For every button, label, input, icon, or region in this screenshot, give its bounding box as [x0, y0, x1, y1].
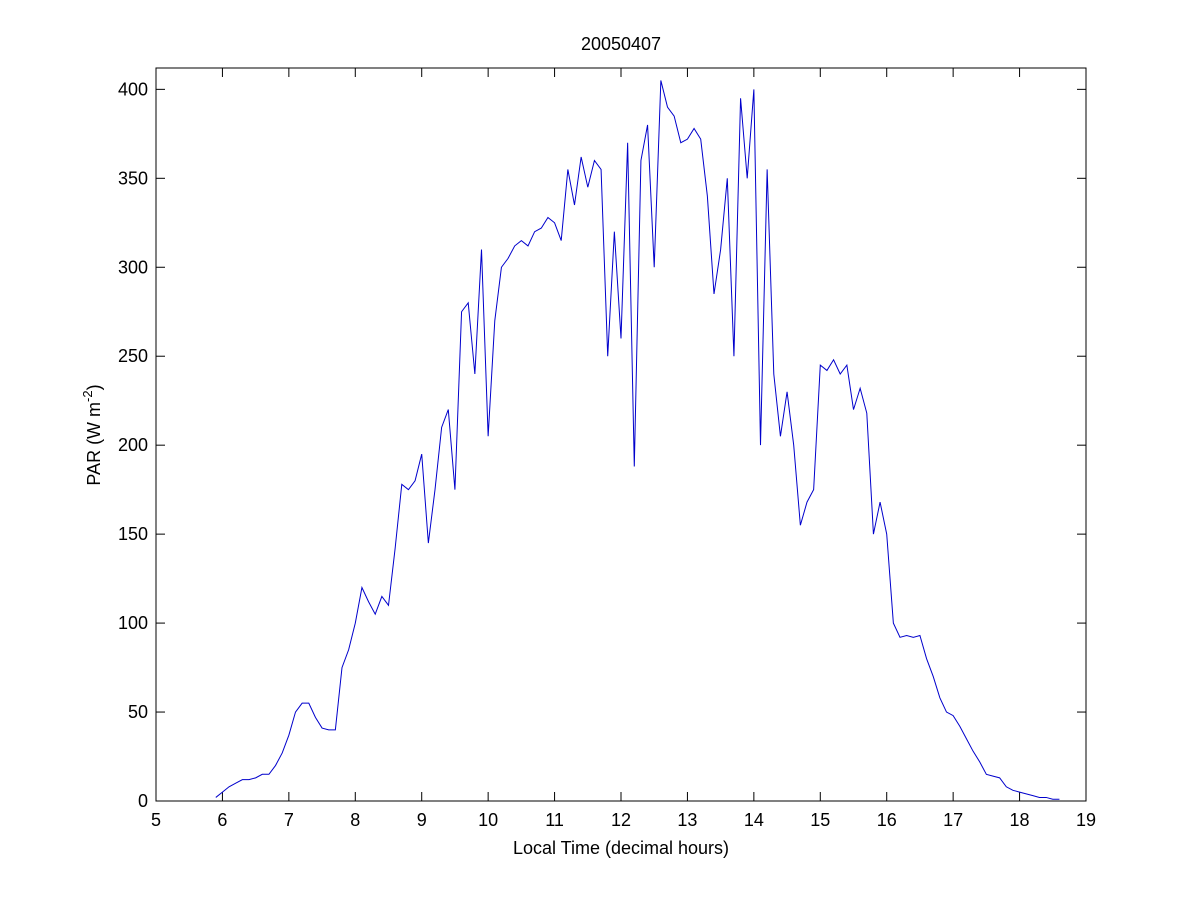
x-tick-label: 9 [417, 810, 427, 830]
data-line [215, 80, 1060, 800]
x-tick-label: 19 [1076, 810, 1096, 830]
x-axis-label: Local Time (decimal hours) [513, 838, 729, 858]
y-label-text: PAR (W m [84, 402, 104, 486]
x-tick-label: 16 [877, 810, 897, 830]
y-label-text: ) [84, 384, 104, 390]
axes-box [155, 67, 1087, 802]
x-tick-label: 13 [677, 810, 697, 830]
x-tick-label: 7 [284, 810, 294, 830]
x-tick-label: 15 [810, 810, 830, 830]
y-tick-label: 0 [138, 791, 148, 811]
chart-title: 20050407 [581, 34, 661, 54]
y-tick-label: 200 [118, 435, 148, 455]
y-tick-label: 150 [118, 524, 148, 544]
x-tick-label: 6 [217, 810, 227, 830]
x-tick-label: 17 [943, 810, 963, 830]
y-label-sup: -2 [80, 390, 95, 402]
y-tick-label: 300 [118, 257, 148, 277]
x-tick-label: 18 [1010, 810, 1030, 830]
x-tick-label: 12 [611, 810, 631, 830]
x-tick-label: 5 [151, 810, 161, 830]
y-axis-label: PAR (W m-2) [80, 384, 104, 485]
x-tick-label: 14 [744, 810, 764, 830]
y-tick-label: 350 [118, 168, 148, 188]
y-tick-label: 100 [118, 613, 148, 633]
x-tick-label: 11 [545, 810, 564, 830]
y-tick-label: 250 [118, 346, 148, 366]
x-tick-label: 8 [350, 810, 360, 830]
y-tick-label: 50 [128, 702, 148, 722]
y-tick-label: 400 [118, 79, 148, 99]
x-tick-label: 10 [478, 810, 498, 830]
